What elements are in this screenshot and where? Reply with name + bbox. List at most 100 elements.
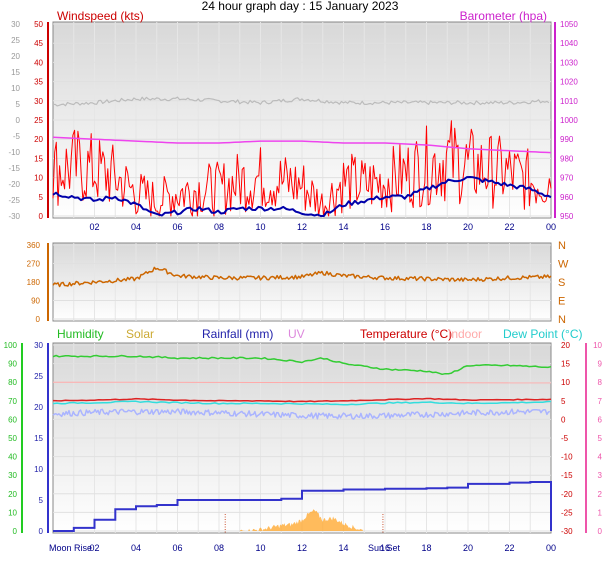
wind-tick-label: 0: [39, 212, 44, 221]
baro-tick-label: 1020: [560, 78, 578, 87]
temp-tick-label: 15: [561, 360, 570, 369]
baro-tick-label: 970: [560, 174, 574, 183]
wind-tick-label: 35: [34, 78, 43, 87]
wind-tick-label: 20: [34, 135, 43, 144]
humidity-tick-label: 10: [8, 508, 17, 517]
series-line-windspeed: [52, 120, 552, 217]
x-tick-label-bottom: 22: [504, 543, 514, 553]
series-line-rainfall: [53, 481, 552, 532]
uv-tick-label: 3: [598, 471, 603, 480]
series-line-dew-point: [52, 400, 552, 406]
humidity-tick-label: 20: [8, 490, 17, 499]
uv-tick-label: 6: [598, 415, 603, 424]
rain-tick-label: 20: [34, 403, 43, 412]
legend-humidity: Humidity: [57, 327, 104, 341]
wind-tick-label: 10: [34, 174, 43, 183]
uv-tick-label: 1: [598, 508, 603, 517]
compass-tick-label: N: [558, 240, 566, 252]
x-tick-label: 04: [131, 222, 141, 232]
humidity-tick-label: 30: [8, 471, 17, 480]
temp-tick-label: 5: [561, 397, 566, 406]
gust-tick-label: 0: [16, 116, 21, 125]
rain-tick-label: 10: [34, 465, 43, 474]
windspeed-axis-label: Windspeed (kts): [57, 9, 144, 23]
x-tick-label: 18: [421, 222, 431, 232]
x-tick-label: 16: [380, 222, 390, 232]
x-tick-label-bottom: 16: [380, 543, 390, 553]
legend-uv: UV: [288, 327, 305, 341]
x-tick-label-bottom: 00: [546, 543, 556, 553]
gust-tick-label: -5: [13, 132, 21, 141]
rain-tick-label: 5: [39, 496, 44, 505]
humidity-tick-label: 80: [8, 378, 17, 387]
gust-tick-label: -15: [8, 164, 20, 173]
temp-tick-label: -25: [561, 508, 573, 517]
temp-tick-label: 20: [561, 341, 570, 350]
humidity-tick-label: 100: [4, 341, 18, 350]
legend-rainfall: Rainfall (mm): [202, 327, 273, 341]
uv-tick-label: 0: [598, 527, 603, 536]
temp-tick-label: -30: [561, 527, 573, 536]
temp-tick-label: 10: [561, 378, 570, 387]
x-tick-label: 22: [504, 222, 514, 232]
uv-tick-label: 7: [598, 397, 603, 406]
rain-tick-label: 0: [39, 527, 44, 536]
baro-tick-label: 1030: [560, 58, 578, 67]
temp-tick-label: -15: [561, 471, 573, 480]
series-line-indoor: [52, 381, 552, 384]
legend-dew-point: Dew Point (°C): [503, 327, 582, 341]
series-line-wind-direction: [52, 266, 552, 288]
baro-tick-label: 1000: [560, 116, 578, 125]
series-group: [52, 96, 552, 533]
gust-tick-label: 30: [11, 20, 20, 29]
direction-tick-label: 0: [36, 315, 41, 324]
compass-tick-label: W: [558, 259, 569, 271]
x-tick-label: 08: [214, 222, 224, 232]
gust-tick-label: 15: [11, 68, 20, 77]
temp-tick-label: -10: [561, 453, 573, 462]
baro-tick-label: 990: [560, 135, 574, 144]
baro-tick-label: 980: [560, 154, 574, 163]
barometer-axis-label: Barometer (hpa): [460, 9, 547, 23]
gust-tick-label: -25: [8, 196, 20, 205]
gust-tick-label: 25: [11, 36, 20, 45]
x-tick-label-bottom: 18: [421, 543, 431, 553]
baro-tick-label: 1040: [560, 39, 578, 48]
direction-tick-label: 270: [27, 260, 41, 269]
x-tick-label: 20: [463, 222, 473, 232]
rain-tick-label: 30: [34, 341, 43, 350]
humidity-tick-label: 40: [8, 453, 17, 462]
x-tick-label: 02: [89, 222, 99, 232]
wind-tick-label: 50: [34, 20, 43, 29]
moon-rise-label: Moon Rise: [49, 543, 92, 553]
compass-tick-label: S: [558, 277, 565, 289]
x-tick-label-bottom: 02: [89, 543, 99, 553]
humidity-tick-label: 70: [8, 397, 17, 406]
gust-tick-label: 10: [11, 84, 20, 93]
uv-tick-label: 5: [598, 434, 603, 443]
legend-indoor: Indoor: [448, 327, 482, 341]
x-tick-label-bottom: 04: [131, 543, 141, 553]
series-line-gust: [52, 96, 550, 107]
sun-set-label: Sun Set: [368, 543, 401, 553]
page-title: 24 hour graph day : 15 January 2023: [202, 0, 399, 13]
legend-solar: Solar: [126, 327, 154, 341]
series-line-barometer: [52, 136, 552, 154]
x-tick-label-bottom: 06: [172, 543, 182, 553]
wind-tick-label: 15: [34, 154, 43, 163]
uv-tick-label: 8: [598, 378, 603, 387]
uv-tick-label: 4: [598, 453, 603, 462]
wind-tick-label: 40: [34, 58, 43, 67]
humidity-tick-label: 0: [13, 527, 18, 536]
wind-tick-label: 25: [34, 116, 43, 125]
x-tick-label-bottom: 10: [255, 543, 265, 553]
x-tick-label-bottom: 14: [338, 543, 348, 553]
baro-tick-label: 950: [560, 212, 574, 221]
uv-tick-label: 2: [598, 490, 603, 499]
series-line-avg-wind: [52, 176, 552, 217]
grid-lines: [53, 22, 551, 533]
humidity-tick-label: 90: [8, 360, 17, 369]
baro-tick-label: 1050: [560, 20, 578, 29]
